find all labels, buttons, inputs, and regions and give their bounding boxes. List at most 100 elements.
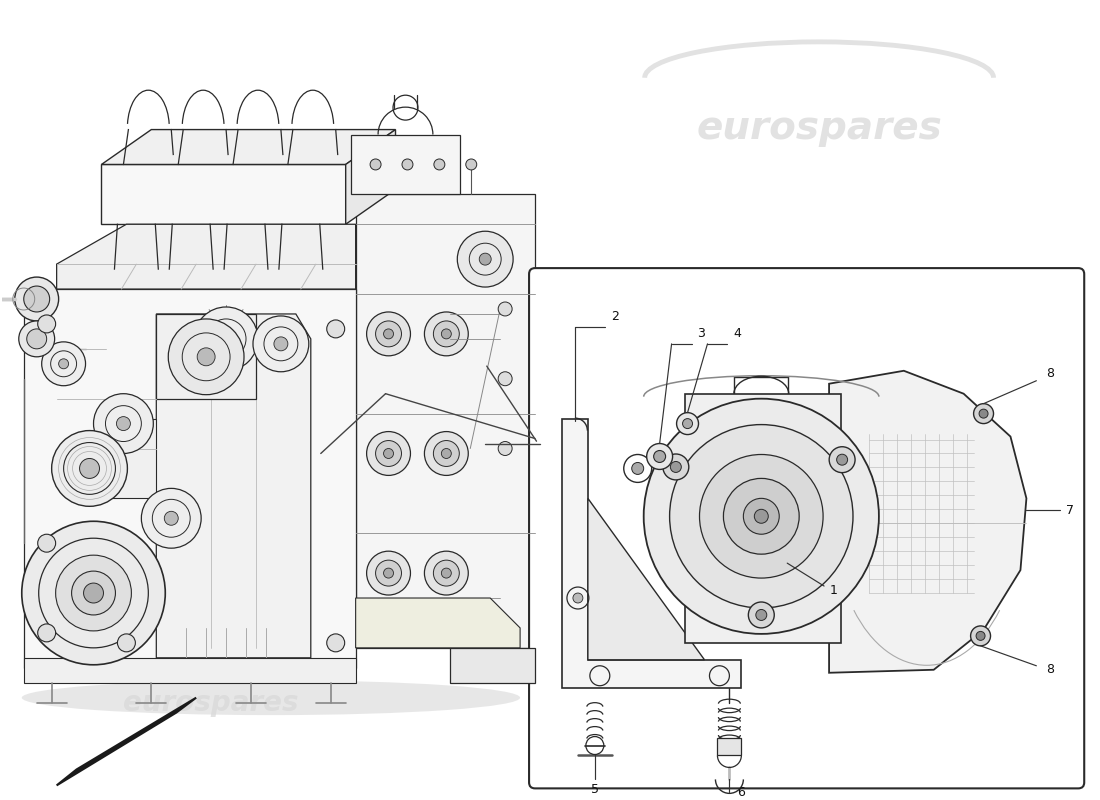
Circle shape xyxy=(274,337,288,351)
Text: 2: 2 xyxy=(610,310,618,323)
Circle shape xyxy=(663,454,689,480)
Polygon shape xyxy=(355,598,520,648)
Circle shape xyxy=(253,316,309,372)
Circle shape xyxy=(433,321,460,347)
Polygon shape xyxy=(24,289,355,668)
Circle shape xyxy=(756,610,767,621)
Polygon shape xyxy=(351,134,460,194)
Circle shape xyxy=(370,159,381,170)
Circle shape xyxy=(384,449,394,458)
Circle shape xyxy=(700,454,823,578)
Circle shape xyxy=(58,359,68,369)
Circle shape xyxy=(441,568,451,578)
Circle shape xyxy=(573,593,583,603)
Polygon shape xyxy=(24,85,535,682)
Circle shape xyxy=(425,312,469,356)
Circle shape xyxy=(683,418,693,429)
Circle shape xyxy=(433,441,460,466)
Circle shape xyxy=(24,286,50,312)
Circle shape xyxy=(327,634,344,652)
Circle shape xyxy=(670,462,681,473)
Circle shape xyxy=(829,446,855,473)
Circle shape xyxy=(37,534,56,552)
Circle shape xyxy=(441,329,451,339)
Circle shape xyxy=(837,454,848,465)
Polygon shape xyxy=(684,394,842,643)
Circle shape xyxy=(480,253,492,265)
Circle shape xyxy=(748,602,774,628)
Circle shape xyxy=(42,342,86,386)
Text: 8: 8 xyxy=(1046,663,1054,676)
Circle shape xyxy=(631,462,644,474)
Circle shape xyxy=(164,511,178,526)
Circle shape xyxy=(366,551,410,595)
Circle shape xyxy=(168,319,244,394)
Polygon shape xyxy=(717,738,741,755)
Circle shape xyxy=(724,478,800,554)
Circle shape xyxy=(218,331,234,347)
Circle shape xyxy=(644,398,879,634)
Circle shape xyxy=(118,634,135,652)
Text: 5: 5 xyxy=(591,783,598,796)
Polygon shape xyxy=(355,194,535,648)
Circle shape xyxy=(94,394,153,454)
FancyBboxPatch shape xyxy=(529,268,1085,788)
Polygon shape xyxy=(587,498,704,660)
Circle shape xyxy=(653,450,666,462)
Circle shape xyxy=(498,442,513,455)
Circle shape xyxy=(79,458,99,478)
Circle shape xyxy=(375,560,402,586)
Text: 7: 7 xyxy=(1066,504,1075,517)
Circle shape xyxy=(37,315,56,333)
Circle shape xyxy=(670,425,852,608)
Circle shape xyxy=(979,409,988,418)
Polygon shape xyxy=(345,130,396,224)
Circle shape xyxy=(441,449,451,458)
Circle shape xyxy=(19,321,55,357)
Circle shape xyxy=(974,404,993,423)
Circle shape xyxy=(498,372,513,386)
Polygon shape xyxy=(101,418,156,498)
Circle shape xyxy=(366,312,410,356)
Circle shape xyxy=(37,624,56,642)
Text: eurospares: eurospares xyxy=(694,583,835,603)
Circle shape xyxy=(755,510,768,523)
Circle shape xyxy=(425,431,469,475)
Polygon shape xyxy=(829,370,1026,673)
Circle shape xyxy=(647,443,672,470)
Circle shape xyxy=(744,498,779,534)
Circle shape xyxy=(384,568,394,578)
Circle shape xyxy=(498,302,513,316)
Text: 6: 6 xyxy=(737,786,746,799)
Circle shape xyxy=(970,626,990,646)
Circle shape xyxy=(402,159,412,170)
Circle shape xyxy=(22,522,165,665)
Circle shape xyxy=(433,159,444,170)
Circle shape xyxy=(117,417,131,430)
Circle shape xyxy=(384,329,394,339)
Text: 4: 4 xyxy=(734,327,741,340)
Circle shape xyxy=(465,159,476,170)
Circle shape xyxy=(52,430,128,506)
Circle shape xyxy=(375,441,402,466)
Text: 3: 3 xyxy=(697,327,705,340)
Circle shape xyxy=(84,583,103,603)
Circle shape xyxy=(976,631,986,640)
Circle shape xyxy=(375,321,402,347)
Circle shape xyxy=(72,571,116,615)
Circle shape xyxy=(56,555,131,631)
Circle shape xyxy=(14,277,58,321)
Circle shape xyxy=(458,231,513,287)
Polygon shape xyxy=(156,314,311,658)
Circle shape xyxy=(26,329,46,349)
Polygon shape xyxy=(56,698,196,786)
Circle shape xyxy=(327,320,344,338)
Polygon shape xyxy=(562,418,741,688)
Polygon shape xyxy=(450,648,535,682)
Circle shape xyxy=(197,348,216,366)
Polygon shape xyxy=(24,658,355,682)
Circle shape xyxy=(142,488,201,548)
Text: 8: 8 xyxy=(1046,367,1054,380)
Text: eurospares: eurospares xyxy=(696,109,942,146)
Circle shape xyxy=(425,551,469,595)
